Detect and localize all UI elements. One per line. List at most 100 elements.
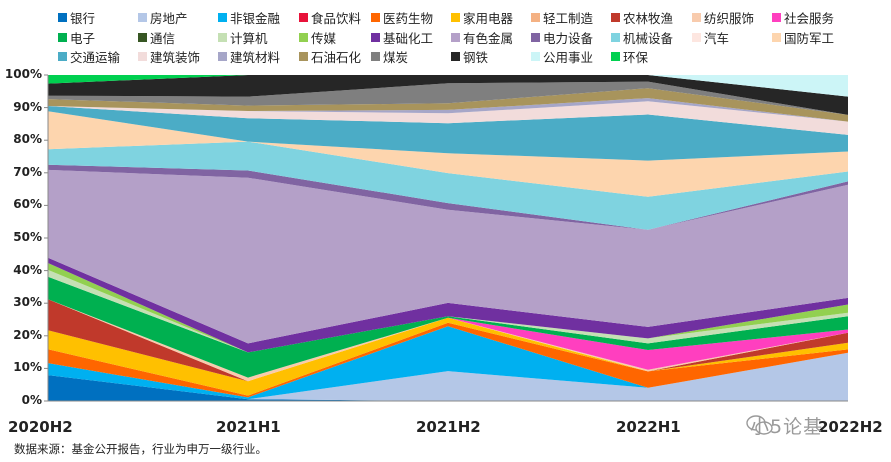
area-环保 <box>48 75 848 84</box>
legend-item: 钢铁 <box>451 48 489 65</box>
legend-label: 房地产 <box>150 10 188 26</box>
legend-label: 农林牧渔 <box>623 10 674 26</box>
legend-label: 建筑装饰 <box>150 49 201 65</box>
legend-item: 纺织服饰 <box>692 9 755 26</box>
wechat-icon <box>746 415 773 435</box>
y-tick-label: 30% <box>13 295 42 310</box>
legend-swatch <box>138 12 147 22</box>
area-社会服务 <box>48 299 848 378</box>
legend-swatch <box>371 51 380 61</box>
legend-item: 建筑材料 <box>218 48 281 65</box>
legend-label: 通信 <box>150 30 176 46</box>
legend-swatch <box>692 32 701 42</box>
area-电力设备 <box>48 164 848 230</box>
area-国防军工 <box>48 111 848 197</box>
y-tick-label: 20% <box>13 327 42 342</box>
source-note: 数据来源：基金公开报告，行业为申万一级行业。 <box>14 442 267 456</box>
legend-label: 汽车 <box>704 30 730 46</box>
legend-label: 钢铁 <box>463 49 489 65</box>
area-建筑装饰 <box>48 101 848 135</box>
legend-label: 传媒 <box>311 30 337 46</box>
legend-item: 国防军工 <box>772 29 835 46</box>
legend-item: 电力设备 <box>531 29 594 46</box>
area-煤炭 <box>48 81 848 115</box>
legend-item: 基础化工 <box>371 29 434 46</box>
x-tick-label: 2021H2 <box>416 418 481 436</box>
legend-label: 轻工制造 <box>543 10 594 26</box>
y-tick-label: 40% <box>13 262 42 277</box>
legend-swatch <box>371 12 380 22</box>
watermark: 小5论基 <box>750 416 824 438</box>
legend-swatch <box>611 12 620 22</box>
legend-swatch <box>531 51 540 61</box>
legend-item: 社会服务 <box>772 9 835 26</box>
legend-item: 机械设备 <box>611 29 674 46</box>
area-基础化工 <box>48 257 848 353</box>
legend-swatch <box>58 51 67 61</box>
area-房地产 <box>48 352 848 401</box>
legend-item: 有色金属 <box>451 29 514 46</box>
area-石油石化 <box>48 88 848 122</box>
legend-label: 医药生物 <box>383 10 434 26</box>
legend-item: 煤炭 <box>371 48 409 65</box>
legend-label: 电力设备 <box>543 30 594 46</box>
area-银行 <box>48 375 848 401</box>
area-非银金融 <box>48 326 848 400</box>
legend-label: 国防军工 <box>784 30 835 46</box>
legend-label: 纺织服饰 <box>704 10 755 26</box>
legend-item: 电子 <box>58 29 95 46</box>
legend-label: 银行 <box>70 10 96 26</box>
legend-swatch <box>772 32 781 42</box>
legend-swatch <box>138 32 147 42</box>
y-tick-label: 50% <box>13 230 42 244</box>
legend-label: 社会服务 <box>784 10 835 26</box>
legend-label: 机械设备 <box>623 30 674 46</box>
legend-swatch <box>692 12 701 22</box>
legend-item: 汽车 <box>692 29 730 46</box>
area-交通运输 <box>48 106 848 161</box>
legend-swatch <box>58 32 67 42</box>
legend-item: 家用电器 <box>451 9 513 26</box>
legend-swatch <box>138 51 147 61</box>
legend-label: 食品饮料 <box>311 10 362 26</box>
legend-label: 非银金融 <box>230 10 281 26</box>
legend-label: 基础化工 <box>383 30 434 46</box>
legend-swatch <box>451 51 460 61</box>
x-tick-label: 2021H1 <box>216 418 281 436</box>
y-tick-label: 90% <box>13 99 42 114</box>
legend-label: 有色金属 <box>463 30 514 46</box>
legend-label: 煤炭 <box>383 49 409 65</box>
area-钢铁 <box>48 75 848 115</box>
legend-swatch <box>218 32 227 42</box>
legend-item: 传媒 <box>299 29 337 46</box>
legend-item: 房地产 <box>138 9 188 26</box>
y-tick-label: 100% <box>4 67 42 81</box>
legend-swatch <box>451 32 460 42</box>
legend-swatch <box>772 12 781 22</box>
y-tick-label: 0% <box>21 393 42 407</box>
legend-swatch <box>299 32 308 42</box>
legend-item: 计算机 <box>218 29 268 46</box>
legend-swatch <box>611 51 620 61</box>
legend-item: 非银金融 <box>218 9 281 26</box>
legend-item: 农林牧渔 <box>611 9 674 26</box>
x-tick-label: 2020H2 <box>8 418 73 436</box>
legend-swatch <box>611 32 620 42</box>
legend-label: 环保 <box>623 49 649 65</box>
area-有色金属 <box>48 169 848 344</box>
area-机械设备 <box>48 141 848 230</box>
legend-item: 环保 <box>611 48 649 65</box>
legend-item: 石油石化 <box>299 48 362 65</box>
legend-label: 石油石化 <box>311 49 362 65</box>
legend-item: 医药生物 <box>371 9 434 26</box>
legend-label: 计算机 <box>230 30 268 46</box>
x-tick-label: 2022H1 <box>616 418 681 436</box>
legend-label: 建筑材料 <box>230 49 281 65</box>
legend-swatch <box>58 12 67 22</box>
legend-swatch <box>299 51 308 61</box>
legend-swatch <box>531 12 540 22</box>
legend-item: 公用事业 <box>531 48 593 65</box>
legend-swatch <box>531 32 540 42</box>
area-医药生物 <box>48 322 848 398</box>
